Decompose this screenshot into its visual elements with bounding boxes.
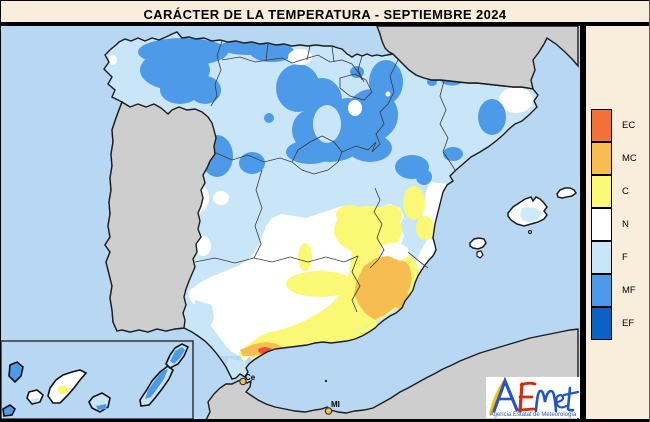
svg-text:Agencia Estatal de Meteorologí: Agencia Estatal de Meteorología — [490, 412, 577, 418]
svg-text:Ce: Ce — [245, 373, 256, 382]
svg-text:MI: MI — [331, 400, 340, 409]
